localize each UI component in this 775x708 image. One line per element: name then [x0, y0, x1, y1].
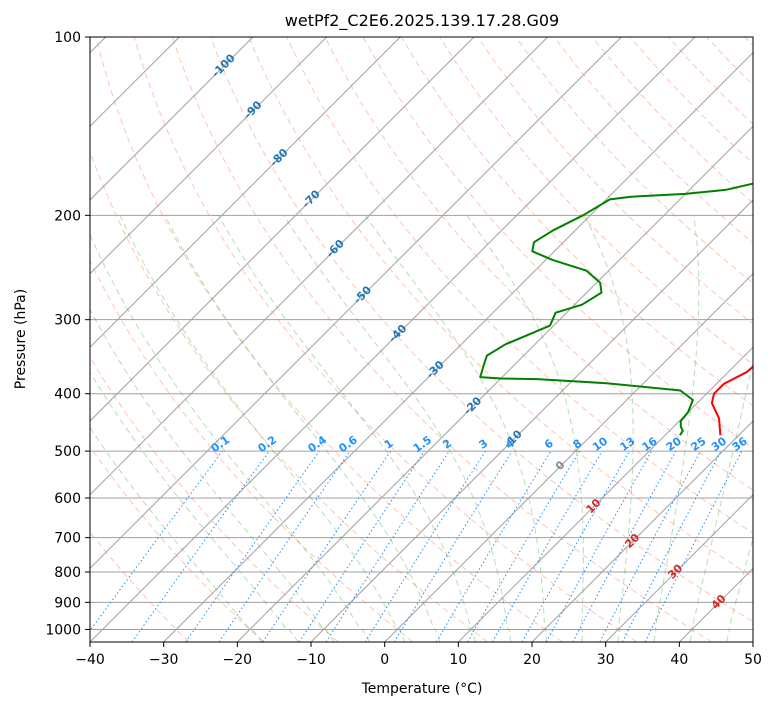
x-axis-ticks: −40 −30 −20 −10 0 10 20 30 40 50	[75, 642, 762, 668]
isotherm-line	[90, 37, 328, 275]
background-lines	[90, 37, 753, 642]
x-tick-label: 20	[523, 652, 541, 668]
moist-adiabat-line	[90, 371, 299, 642]
isotherm-line	[384, 272, 753, 642]
y-tick-label: 400	[54, 387, 81, 403]
mixing-ratio-line	[545, 450, 653, 642]
x-tick-label: −10	[296, 652, 326, 668]
moist-adiabat-line	[217, 215, 476, 642]
x-tick-label: 0	[380, 652, 389, 668]
isotherm-line	[531, 420, 753, 642]
mixing-ratio-line	[572, 450, 677, 642]
x-tick-label: −40	[75, 652, 105, 668]
isotherm-line	[90, 37, 254, 201]
x-tick-label: 10	[449, 652, 467, 668]
mixing-ratio-line	[521, 450, 630, 642]
x-tick-label: 30	[597, 652, 615, 668]
isotherm-line	[457, 346, 753, 642]
dry-adiabat-line	[90, 259, 414, 642]
y-tick-label: 1000	[45, 622, 81, 638]
moist-adiabat-line	[283, 215, 512, 642]
dry-adiabat-line	[90, 445, 264, 642]
y-tick-label: 700	[54, 531, 81, 547]
isotherm-line	[90, 37, 696, 642]
dry-adiabat-line	[133, 37, 638, 642]
dry-adiabat-line	[515, 37, 753, 284]
isotherm-line	[236, 125, 753, 642]
moist-adiabat-line	[466, 215, 584, 642]
isotherm-line	[90, 37, 401, 349]
moist-adiabat-line	[164, 215, 441, 642]
dry-adiabat-line	[95, 37, 563, 642]
mixing-ratio-line	[185, 450, 320, 642]
profile-lines	[479, 182, 753, 436]
mixing-ratio-line	[393, 450, 513, 642]
chart-title: wetPf2_C2E6.2025.139.17.28.G09	[285, 11, 559, 31]
mixing-ratio-line	[298, 450, 425, 642]
y-axis-title: Pressure (hPa)	[13, 289, 29, 389]
y-tick-label: 500	[54, 444, 81, 460]
temperature-profile-line	[710, 365, 753, 436]
dry-adiabat-line	[248, 37, 753, 578]
moist-adiabat-line	[90, 426, 263, 642]
y-tick-label: 200	[54, 208, 81, 224]
moist-adiabat-line	[119, 215, 406, 642]
moist-adiabat-line	[364, 215, 547, 642]
dry-adiabat-line	[324, 37, 753, 491]
y-axis-ticks: 100 200 300 400 500 600 700 800 900 1000	[45, 30, 90, 638]
y-tick-label: 100	[54, 30, 81, 46]
isotherm-line	[310, 199, 753, 642]
dry-adiabat-line	[210, 37, 753, 623]
x-tick-label: 50	[744, 652, 762, 668]
isotherm-line	[163, 51, 753, 642]
isotherm-line	[752, 641, 753, 642]
y-tick-label: 800	[54, 565, 81, 581]
dry-adiabat-line	[171, 37, 712, 642]
moist-adiabat-line	[90, 308, 335, 642]
isotherm-line	[605, 493, 753, 642]
moist-adiabat-line	[653, 215, 700, 642]
plot-background	[90, 37, 753, 642]
moist-adiabat-line	[90, 233, 371, 642]
dewpoint-profile-line	[479, 182, 753, 436]
x-tick-label: −20	[223, 652, 253, 668]
mixing-ratio-line	[90, 450, 223, 632]
dry-adiabat-line	[90, 356, 339, 642]
moist-adiabat-line	[583, 215, 634, 642]
isotherm-line	[90, 37, 622, 570]
mixing-ratio-line	[131, 450, 270, 642]
mixing-ratio-line	[325, 450, 450, 642]
mixing-ratio-line	[644, 450, 743, 642]
plot-frame	[89, 36, 754, 643]
mixing-ratio-line	[262, 450, 392, 642]
isotherm-line	[90, 37, 475, 422]
dry-adiabat-line	[286, 37, 753, 534]
mixing-ratio-line	[218, 450, 351, 642]
y-tick-label: 600	[54, 491, 81, 507]
x-axis-title: Temperature (°C)	[361, 681, 483, 697]
y-tick-label: 900	[54, 595, 81, 611]
x-tick-label: 40	[670, 652, 688, 668]
isotherm-line	[90, 37, 549, 496]
y-tick-label: 300	[54, 313, 81, 329]
x-tick-label: −30	[149, 652, 179, 668]
